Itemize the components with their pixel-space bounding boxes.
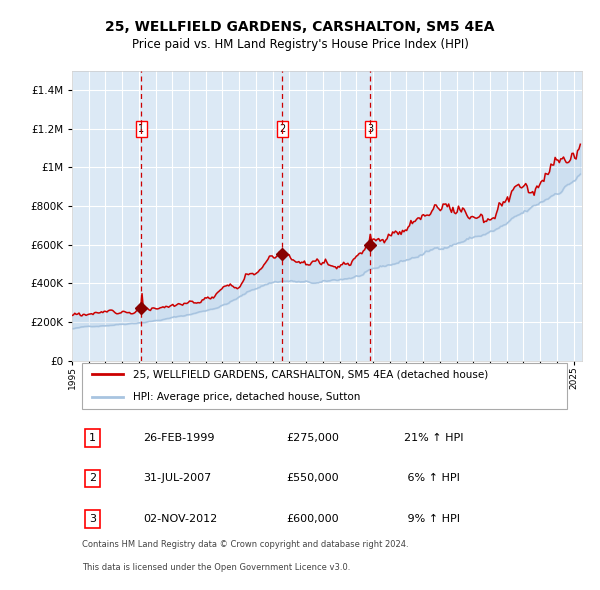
- Text: 25, WELLFIELD GARDENS, CARSHALTON, SM5 4EA (detached house): 25, WELLFIELD GARDENS, CARSHALTON, SM5 4…: [133, 369, 488, 379]
- Text: 1: 1: [89, 433, 96, 443]
- Text: Price paid vs. HM Land Registry's House Price Index (HPI): Price paid vs. HM Land Registry's House …: [131, 38, 469, 51]
- Text: £600,000: £600,000: [286, 514, 339, 524]
- Text: £550,000: £550,000: [286, 473, 339, 483]
- Text: 9% ↑ HPI: 9% ↑ HPI: [404, 514, 460, 524]
- Text: 31-JUL-2007: 31-JUL-2007: [143, 473, 212, 483]
- Text: 02-NOV-2012: 02-NOV-2012: [143, 514, 218, 524]
- Text: 3: 3: [367, 124, 373, 134]
- Text: 21% ↑ HPI: 21% ↑ HPI: [404, 433, 463, 443]
- FancyBboxPatch shape: [82, 363, 567, 409]
- Text: 3: 3: [89, 514, 96, 524]
- Text: This data is licensed under the Open Government Licence v3.0.: This data is licensed under the Open Gov…: [82, 562, 350, 572]
- Text: 25, WELLFIELD GARDENS, CARSHALTON, SM5 4EA: 25, WELLFIELD GARDENS, CARSHALTON, SM5 4…: [105, 19, 495, 34]
- Text: 2: 2: [279, 124, 286, 134]
- Text: 6% ↑ HPI: 6% ↑ HPI: [404, 473, 460, 483]
- Text: Contains HM Land Registry data © Crown copyright and database right 2024.: Contains HM Land Registry data © Crown c…: [82, 540, 409, 549]
- Text: 2: 2: [89, 473, 96, 483]
- Text: 26-FEB-1999: 26-FEB-1999: [143, 433, 215, 443]
- Text: 1: 1: [139, 124, 145, 134]
- Text: HPI: Average price, detached house, Sutton: HPI: Average price, detached house, Sutt…: [133, 392, 361, 402]
- Text: £275,000: £275,000: [286, 433, 339, 443]
